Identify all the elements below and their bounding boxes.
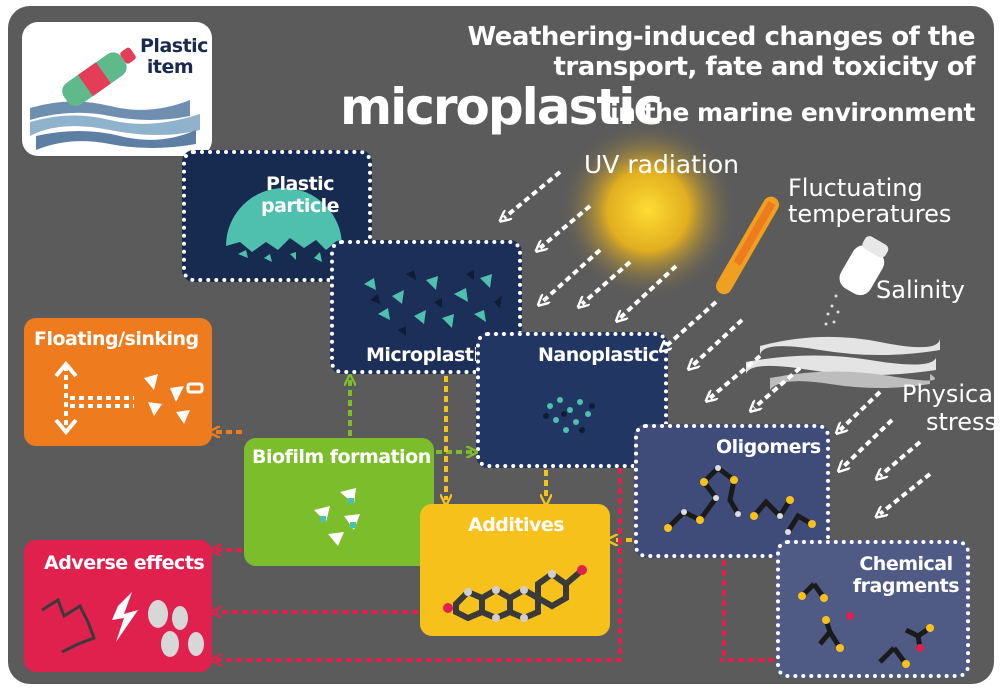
oligomers-molecule-icon bbox=[664, 464, 816, 535]
plastic-item-label: Plastic item bbox=[140, 35, 208, 78]
uv-radiation-label: UV radiation bbox=[584, 150, 739, 179]
plastic-particle-label: Plastic particle bbox=[260, 173, 340, 217]
floating-sinking-box bbox=[24, 318, 212, 446]
biofilm-formation-box bbox=[244, 438, 434, 566]
floating-sinking-label: Floating/sinking bbox=[34, 328, 199, 350]
microplastic-fragments-icon bbox=[364, 270, 502, 336]
temperature-label-1: Fluctuating bbox=[788, 174, 923, 202]
additives-box bbox=[420, 504, 610, 636]
bottle-icon bbox=[62, 47, 136, 106]
additives-label: Additives bbox=[468, 514, 565, 536]
physical-stress-label-1: Physical bbox=[902, 380, 1000, 408]
oligomers-box bbox=[634, 424, 830, 558]
title-microplastic: microplastic bbox=[340, 78, 663, 136]
title-line-1: Weathering-induced changes of the bbox=[467, 22, 976, 52]
water-waves bbox=[30, 100, 200, 150]
salinity-label: Salinity bbox=[876, 276, 965, 304]
adverse-effects-icon bbox=[41, 592, 204, 657]
floating-sinking-icon bbox=[54, 360, 204, 436]
adverse-effects-label: Adverse effects bbox=[44, 552, 205, 574]
biofilm-formation-label: Biofilm formation bbox=[252, 446, 431, 468]
additives-molecule-icon bbox=[443, 565, 587, 622]
chemical-fragments-box bbox=[776, 540, 970, 678]
temperature-label-2: temperatures bbox=[788, 200, 952, 228]
chemical-fragments-label: Chemical fragments bbox=[852, 553, 960, 597]
physical-stress-label-2: stress bbox=[926, 408, 998, 436]
title-line-2: transport, fate and toxicity of bbox=[553, 52, 975, 82]
biofilm-icon bbox=[314, 488, 360, 546]
adverse-effects-box bbox=[24, 540, 212, 672]
chemical-fragments-icon bbox=[798, 582, 934, 668]
nanoplastic-particles-icon bbox=[543, 397, 595, 433]
oligomers-label: Oligomers bbox=[716, 436, 821, 458]
title-tail: in the marine environment bbox=[610, 98, 975, 127]
nanoplastic-label: Nanoplastic bbox=[538, 344, 659, 366]
microplastic-label: Microplastic bbox=[366, 344, 491, 366]
